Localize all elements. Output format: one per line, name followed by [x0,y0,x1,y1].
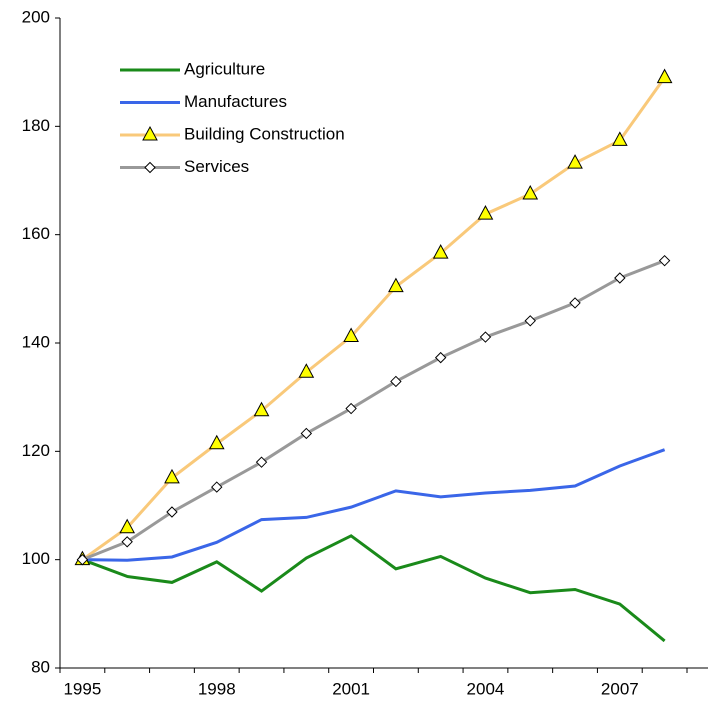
x-tick-label: 2004 [467,679,505,698]
data-point [121,536,133,548]
data-point [524,315,536,327]
y-tick-label: 180 [22,116,50,135]
legend-label: Manufactures [184,92,287,111]
data-point [255,456,268,468]
data-point [614,272,626,284]
data-point [658,254,671,267]
x-tick-label: 1998 [198,679,236,698]
y-tick-label: 140 [22,332,50,351]
data-point [479,331,492,343]
data-point [388,277,404,293]
data-point [432,244,449,259]
legend-label: Services [184,157,249,176]
data-point [567,154,583,169]
data-point [208,434,225,450]
legend-marker [142,125,158,141]
y-tick-label: 200 [22,7,50,26]
data-point [390,375,402,388]
data-point [211,481,223,493]
data-point [611,131,628,146]
data-point [298,363,315,378]
y-tick-label: 160 [22,224,50,243]
data-point [345,402,357,415]
x-tick-label: 1995 [63,679,101,698]
y-tick-label: 80 [31,657,50,676]
data-point [300,427,313,440]
legend-label: Agriculture [184,59,265,78]
legend-label: Building Construction [184,124,345,143]
data-point [76,553,89,566]
data-point [522,184,539,200]
data-point [253,401,270,417]
data-point [119,518,136,534]
x-tick-label: 2001 [332,679,370,698]
series-line [81,76,666,561]
series-line [81,259,666,562]
data-point [343,327,359,342]
data-point [569,297,581,309]
data-point [166,506,178,518]
data-point [434,351,447,364]
series-line [82,448,666,562]
series-line [81,534,666,643]
y-tick-label: 100 [22,549,50,568]
y-tick-label: 120 [22,441,50,460]
legend-marker [144,161,156,174]
x-tick-label: 2007 [601,679,639,698]
data-point [164,468,180,484]
data-point [477,205,494,220]
data-point [656,68,673,84]
